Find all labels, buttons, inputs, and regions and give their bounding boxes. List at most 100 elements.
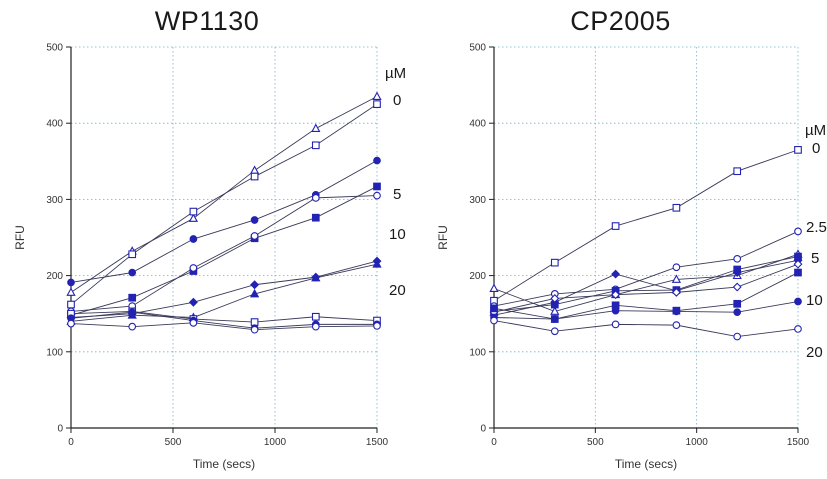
data-point — [128, 308, 137, 317]
data-point — [672, 321, 681, 329]
series-line — [70, 195, 378, 312]
data-point — [311, 322, 320, 331]
data-point — [250, 232, 259, 240]
chart-title: CP2005 — [570, 6, 671, 36]
series-line — [493, 259, 799, 316]
data-point — [373, 100, 381, 108]
concentration-label: 0 — [812, 140, 820, 157]
data-point — [733, 167, 742, 176]
series-line — [493, 149, 799, 302]
x-tick-label: 1000 — [686, 437, 709, 448]
series-line — [493, 320, 799, 338]
data-point — [550, 258, 559, 267]
series-line — [493, 230, 799, 307]
data-point — [490, 316, 498, 325]
data-point — [189, 207, 198, 216]
data-point — [732, 268, 742, 278]
concentration-label: 5 — [811, 250, 819, 267]
gridlines — [71, 46, 378, 428]
series-line — [70, 311, 377, 329]
data-point — [128, 268, 137, 277]
series-line — [493, 301, 799, 320]
concentration-label: µM — [385, 65, 406, 82]
data-point — [128, 322, 137, 331]
data-point — [671, 287, 681, 297]
data-point — [67, 278, 75, 287]
data-point — [372, 259, 382, 268]
chart-title: WP1130 — [154, 6, 260, 36]
x-tick-label: 500 — [587, 437, 604, 448]
data-point — [311, 141, 320, 150]
data-point — [733, 332, 742, 341]
data-point — [550, 327, 559, 336]
series-line — [493, 263, 799, 313]
data-point — [311, 194, 320, 202]
data-point — [550, 306, 560, 315]
data-point — [311, 312, 320, 321]
concentration-label: 5 — [393, 186, 401, 203]
concentration-label: 0 — [393, 92, 401, 109]
data-point — [794, 146, 802, 154]
x-axis-title: Time (secs) — [193, 457, 255, 471]
series-line — [70, 186, 378, 316]
y-tick-label: 0 — [57, 424, 63, 435]
data-point — [373, 191, 381, 200]
data-point — [249, 288, 260, 298]
data-point — [550, 293, 560, 303]
y-tick-label: 300 — [46, 195, 63, 206]
data-point — [671, 274, 682, 283]
series-line — [70, 103, 378, 305]
series-line — [493, 272, 799, 320]
series-line — [493, 253, 799, 312]
y-tick-label: 300 — [469, 195, 486, 206]
y-tick-label: 200 — [469, 271, 486, 282]
data-point — [128, 250, 137, 259]
chart-wp1130: WP1130 0 100 200 300 400 500 0 500 1000 1500 Time … — [13, 6, 406, 472]
data-point — [794, 325, 802, 333]
concentration-label: 10 — [806, 292, 823, 309]
data-point — [188, 213, 199, 222]
data-point — [611, 269, 621, 279]
data-point — [672, 263, 681, 272]
data-point — [672, 203, 681, 212]
chart-cp2005: CP2005 0 100 200 300 400 500 0 500 1000 1500 Time … — [414, 0, 827, 479]
y-tick-label: 100 — [469, 347, 486, 358]
data-point — [490, 304, 498, 313]
concentration-label: µM — [805, 122, 826, 139]
y-tick-label: 400 — [469, 119, 486, 130]
series — [67, 156, 381, 287]
series-line — [70, 160, 378, 283]
y-tick-label: 500 — [46, 43, 63, 54]
concentration-label: 10 — [389, 226, 406, 243]
data-point — [128, 293, 137, 302]
data-point — [189, 235, 198, 243]
x-tick-label: 1500 — [787, 437, 810, 448]
concentration-label: 2.5 — [806, 219, 827, 236]
series — [490, 316, 802, 341]
data-point — [793, 259, 803, 269]
data-point — [794, 227, 802, 236]
data-point — [188, 297, 198, 307]
data-point — [794, 268, 802, 277]
data-point — [733, 254, 742, 263]
x-tick-label: 1500 — [366, 437, 389, 448]
x-axis-title: Time (secs) — [615, 457, 677, 471]
y-tick-label: 400 — [46, 119, 63, 130]
series — [490, 297, 802, 323]
series — [490, 146, 802, 305]
x-tick-label: 500 — [165, 437, 182, 448]
data-point — [732, 282, 742, 292]
data-point — [733, 308, 742, 317]
series — [490, 268, 802, 323]
data-point — [733, 299, 742, 308]
series-line — [70, 310, 378, 323]
data-point — [794, 297, 802, 306]
data-point — [189, 318, 198, 327]
y-tick-label: 0 — [480, 424, 486, 435]
gridlines — [494, 46, 799, 428]
x-tick-label: 0 — [491, 437, 497, 448]
series-line — [70, 322, 378, 331]
data-point — [311, 213, 320, 222]
